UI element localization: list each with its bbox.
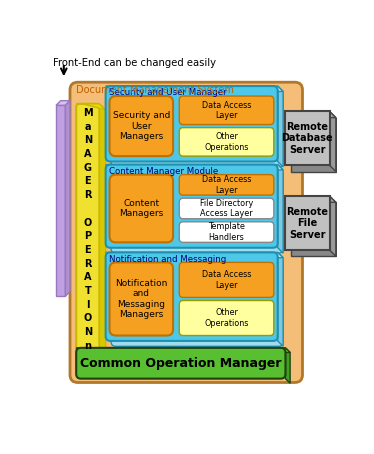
Polygon shape xyxy=(76,104,105,110)
Text: R: R xyxy=(84,259,92,269)
FancyBboxPatch shape xyxy=(179,198,274,219)
FancyBboxPatch shape xyxy=(179,262,274,297)
Text: n: n xyxy=(84,340,91,350)
Text: Common Operation Manager: Common Operation Manager xyxy=(80,357,282,370)
Polygon shape xyxy=(76,348,290,352)
Polygon shape xyxy=(278,252,283,346)
FancyBboxPatch shape xyxy=(105,252,278,341)
Text: Remote
File
Server: Remote File Server xyxy=(286,207,328,240)
Text: E: E xyxy=(85,245,91,255)
Text: N: N xyxy=(84,135,92,145)
FancyBboxPatch shape xyxy=(179,301,274,336)
FancyBboxPatch shape xyxy=(111,91,283,167)
Text: Template
Handlers: Template Handlers xyxy=(208,222,245,242)
Bar xyxy=(285,196,329,250)
Text: Remote
Database
Server: Remote Database Server xyxy=(281,122,333,155)
Polygon shape xyxy=(285,112,336,118)
Text: Data Access
Layer: Data Access Layer xyxy=(202,101,251,120)
Polygon shape xyxy=(99,104,105,365)
Text: O: O xyxy=(84,313,92,323)
Polygon shape xyxy=(278,86,283,167)
Text: Data Access
Layer: Data Access Layer xyxy=(202,270,251,290)
FancyBboxPatch shape xyxy=(110,96,173,156)
Text: A: A xyxy=(84,272,92,282)
Polygon shape xyxy=(285,348,290,383)
Polygon shape xyxy=(105,165,283,170)
Text: Other
Operations: Other Operations xyxy=(204,308,249,328)
Text: Security and User Manager: Security and User Manager xyxy=(109,89,226,97)
Polygon shape xyxy=(329,196,336,256)
Text: E: E xyxy=(85,177,91,187)
Text: Content
Managers: Content Managers xyxy=(119,199,163,218)
FancyBboxPatch shape xyxy=(105,86,278,162)
Text: P: P xyxy=(84,231,91,241)
Text: T: T xyxy=(85,286,91,296)
Polygon shape xyxy=(105,252,283,258)
FancyBboxPatch shape xyxy=(179,128,274,156)
FancyBboxPatch shape xyxy=(111,170,283,253)
Text: Notification
and
Messaging
Managers: Notification and Messaging Managers xyxy=(115,279,168,319)
Text: File Directory
Access Layer: File Directory Access Layer xyxy=(200,199,253,218)
Polygon shape xyxy=(278,165,283,253)
Polygon shape xyxy=(329,112,336,172)
Text: R: R xyxy=(84,190,92,200)
Text: Notification and Messaging: Notification and Messaging xyxy=(109,255,226,264)
FancyBboxPatch shape xyxy=(110,175,173,242)
Polygon shape xyxy=(285,196,336,202)
FancyBboxPatch shape xyxy=(179,96,274,124)
Polygon shape xyxy=(56,101,70,105)
Text: N: N xyxy=(84,327,92,337)
FancyBboxPatch shape xyxy=(76,348,285,379)
FancyBboxPatch shape xyxy=(111,258,283,346)
Bar xyxy=(291,202,336,256)
Text: M: M xyxy=(83,108,93,118)
Text: G: G xyxy=(84,163,92,173)
Text: O: O xyxy=(84,217,92,227)
Text: Security and
User
Managers: Security and User Managers xyxy=(113,111,170,141)
Bar xyxy=(291,118,336,172)
Text: Front-End can be changed easily: Front-End can be changed easily xyxy=(53,58,216,69)
FancyBboxPatch shape xyxy=(76,104,99,365)
Text: Content Manager Module: Content Manager Module xyxy=(109,167,218,176)
Text: A: A xyxy=(84,149,92,159)
Text: Data Access
Layer: Data Access Layer xyxy=(202,175,251,195)
Text: Document Management System: Document Management System xyxy=(76,84,234,94)
FancyBboxPatch shape xyxy=(70,82,303,383)
FancyBboxPatch shape xyxy=(179,222,274,242)
FancyBboxPatch shape xyxy=(105,165,278,248)
Text: Other
Operations: Other Operations xyxy=(204,132,249,152)
Polygon shape xyxy=(105,86,283,91)
FancyBboxPatch shape xyxy=(110,262,173,336)
Polygon shape xyxy=(56,105,65,296)
FancyBboxPatch shape xyxy=(179,175,274,195)
Text: I: I xyxy=(86,300,90,310)
Bar xyxy=(285,112,329,165)
Polygon shape xyxy=(65,101,70,296)
Text: a: a xyxy=(85,122,91,132)
